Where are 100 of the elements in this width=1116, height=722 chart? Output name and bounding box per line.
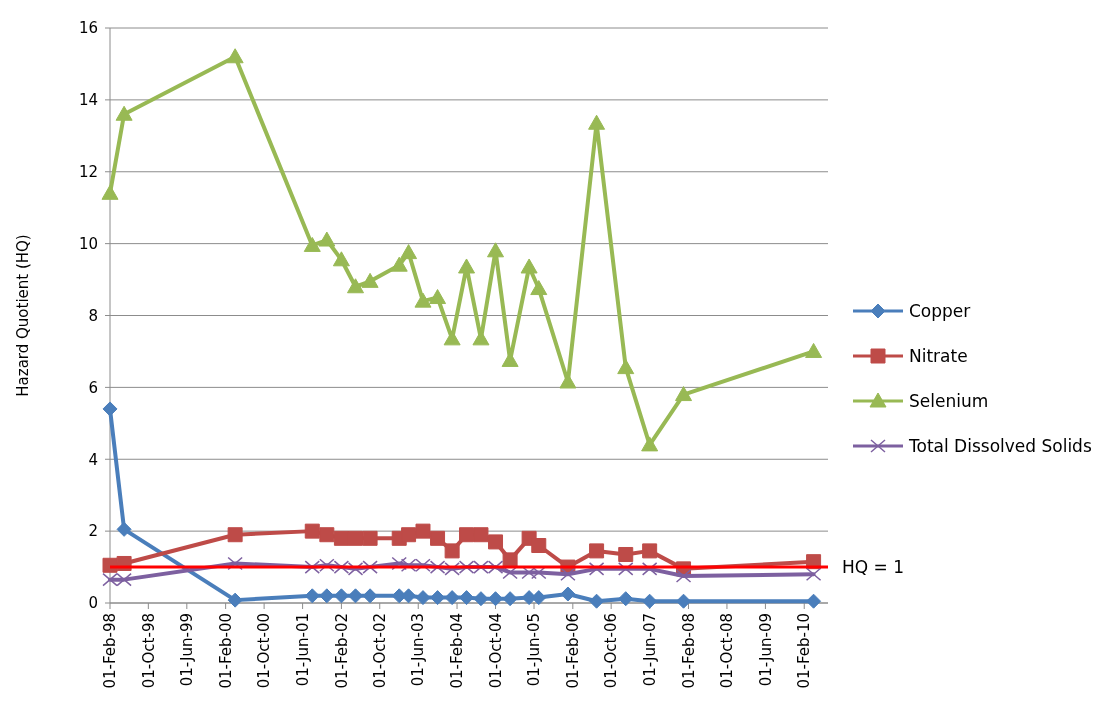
point [401,527,417,543]
point [430,530,446,546]
point [303,236,321,252]
point [641,562,658,576]
point [347,278,365,294]
point [459,527,475,543]
point [642,593,658,609]
x-tick-label: 01-Feb-10 [795,613,814,689]
point [415,523,431,539]
point [617,359,635,375]
x-tick-label: 01-Oct-08 [718,613,737,689]
legend-label: Selenium [909,390,989,411]
x-tick-label: 01-Feb-98 [101,613,120,689]
y-tick-label: 16 [78,19,98,38]
point [226,48,244,64]
y-tick-label: 10 [78,234,98,253]
point [520,258,538,274]
y-axis-title: Hazard Quotient (HQ) [14,234,32,397]
point [304,523,320,539]
point [458,258,476,274]
legend-label: Total Dissolved Solids [908,435,1092,456]
point [414,292,432,308]
point [348,530,364,546]
x-tick-label: 01-Oct-02 [370,613,389,689]
x-tick-label: 01-Feb-02 [332,613,351,689]
y-tick-label: 6 [88,378,98,397]
point [588,562,605,576]
legend-label: Copper [909,300,971,321]
point [429,289,447,305]
point [333,530,349,546]
point [488,591,504,607]
point [473,591,489,607]
point [676,593,692,609]
point [361,272,379,288]
y-tick-label: 14 [78,91,98,110]
point [444,543,460,559]
point [227,527,243,543]
point [443,330,461,346]
point [589,543,605,559]
point [488,534,504,550]
point [362,588,378,604]
point [362,530,378,546]
point [116,521,132,537]
point [318,231,336,247]
x-tick-label: 01-Oct-98 [139,613,158,689]
point [487,242,505,258]
x-tick-label: 01-Jun-03 [409,613,428,687]
point [805,342,823,358]
y-tick-label: 0 [88,594,98,613]
point [588,114,606,130]
x-tick-label: 01-Jun-09 [756,613,775,687]
point [589,593,605,609]
point [805,567,822,581]
point [531,538,547,553]
y-tick-label: 4 [88,450,98,469]
x-tick-label: 01-Jun-07 [640,613,659,687]
legend-label: Nitrate [909,345,968,366]
point [473,527,489,543]
point [642,543,658,559]
point [560,567,576,581]
x-tick-label: 01-Jun-05 [525,613,544,687]
point [391,556,407,571]
point [304,588,320,604]
point [641,436,659,452]
point [227,556,243,571]
x-tick-label: 01-Feb-04 [448,613,467,689]
point [332,251,350,267]
point [400,244,418,260]
point [227,592,243,608]
x-tick-label: 01-Jun-99 [178,613,197,687]
point [390,256,408,272]
x-tick-label: 01-Oct-00 [255,613,274,689]
y-tick-label: 2 [88,522,98,541]
x-tick-label: 01-Jun-01 [293,613,312,687]
point [319,527,335,543]
point [617,562,634,576]
point [348,588,364,604]
point [101,184,119,200]
x-tick-label: 01-Feb-08 [679,613,698,689]
x-tick-label: 01-Oct-06 [602,613,621,689]
point [415,590,431,606]
ref-line-label: HQ = 1 [842,557,905,578]
point [115,105,133,121]
point [430,590,446,606]
point [444,590,460,606]
x-tick-label: 01-Feb-06 [564,613,583,689]
point [530,280,548,296]
point [806,593,822,609]
point [675,569,692,583]
point [102,401,118,417]
point [675,386,693,402]
point [502,591,518,607]
point [560,586,576,602]
point [618,546,634,562]
point [618,591,634,607]
y-tick-label: 8 [88,306,98,325]
x-tick-label: 01-Feb-00 [216,613,235,689]
point [319,588,335,604]
y-tick-label: 12 [78,163,98,181]
x-tick-label: 01-Oct-04 [486,613,505,689]
